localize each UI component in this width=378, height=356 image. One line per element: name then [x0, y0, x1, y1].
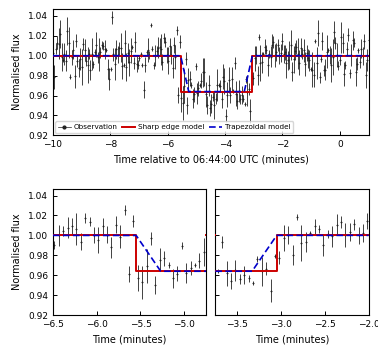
Legend: Observation, Sharp edge model, Trapezoidal model: Observation, Sharp edge model, Trapezoid…	[55, 121, 293, 133]
Y-axis label: Normalised flux: Normalised flux	[12, 214, 22, 290]
X-axis label: Time (minutes): Time (minutes)	[92, 335, 167, 345]
X-axis label: Time relative to 06:44:00 UTC (minutes): Time relative to 06:44:00 UTC (minutes)	[113, 155, 309, 165]
Y-axis label: Normalised flux: Normalised flux	[12, 34, 22, 110]
X-axis label: Time (minutes): Time (minutes)	[255, 335, 329, 345]
